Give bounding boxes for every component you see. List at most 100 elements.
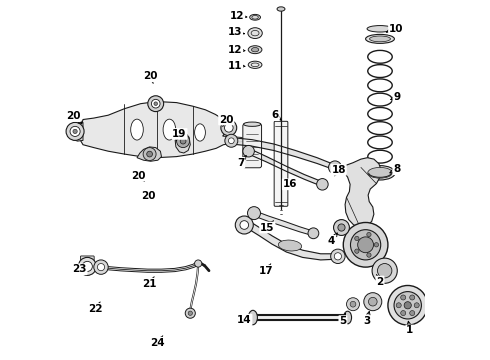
Circle shape (334, 220, 349, 235)
Text: 20: 20 (66, 111, 82, 123)
Circle shape (334, 253, 342, 260)
Text: 20: 20 (131, 171, 146, 181)
Circle shape (332, 165, 338, 170)
Circle shape (401, 311, 406, 316)
Polygon shape (254, 211, 314, 236)
Circle shape (410, 295, 415, 300)
Circle shape (372, 258, 397, 283)
FancyBboxPatch shape (80, 256, 94, 263)
Circle shape (228, 138, 234, 144)
Circle shape (350, 301, 356, 307)
Ellipse shape (278, 240, 302, 251)
Circle shape (355, 249, 359, 253)
Circle shape (404, 302, 411, 309)
Ellipse shape (195, 124, 205, 141)
Circle shape (338, 224, 345, 231)
Circle shape (394, 292, 421, 319)
Polygon shape (248, 148, 322, 186)
Polygon shape (231, 138, 335, 170)
Text: 14: 14 (237, 315, 251, 325)
FancyBboxPatch shape (274, 121, 288, 206)
Text: 12: 12 (230, 11, 247, 21)
Text: 21: 21 (143, 277, 157, 289)
Text: 17: 17 (259, 264, 273, 276)
Circle shape (78, 257, 97, 275)
Ellipse shape (366, 35, 394, 44)
Circle shape (364, 293, 382, 311)
Text: 5: 5 (339, 314, 346, 326)
Text: 6: 6 (271, 110, 281, 120)
Circle shape (188, 311, 193, 315)
Circle shape (240, 221, 248, 229)
Circle shape (377, 264, 392, 278)
Circle shape (148, 96, 164, 112)
Circle shape (195, 260, 202, 267)
Polygon shape (343, 158, 381, 228)
Text: 15: 15 (260, 221, 274, 233)
Circle shape (225, 134, 238, 147)
Circle shape (343, 222, 388, 267)
Text: 11: 11 (228, 60, 245, 71)
Circle shape (401, 295, 406, 300)
Text: 7: 7 (237, 156, 246, 168)
Text: 2: 2 (376, 274, 384, 287)
Circle shape (414, 303, 419, 308)
Ellipse shape (277, 7, 285, 11)
Ellipse shape (369, 36, 391, 42)
Ellipse shape (244, 122, 261, 126)
Circle shape (98, 264, 104, 271)
Polygon shape (175, 131, 190, 153)
Circle shape (410, 311, 415, 316)
Circle shape (368, 297, 377, 306)
Ellipse shape (343, 311, 351, 324)
Circle shape (235, 216, 253, 234)
Ellipse shape (131, 119, 143, 140)
Ellipse shape (368, 167, 392, 178)
Text: 3: 3 (363, 311, 370, 326)
Text: 16: 16 (283, 179, 297, 189)
Circle shape (221, 120, 237, 136)
Circle shape (70, 126, 80, 136)
Circle shape (317, 179, 328, 190)
Polygon shape (79, 102, 248, 158)
Circle shape (358, 237, 373, 253)
Text: 20: 20 (141, 191, 156, 201)
Circle shape (82, 261, 92, 271)
Text: 8: 8 (390, 164, 400, 174)
Text: 23: 23 (72, 264, 87, 274)
Text: 12: 12 (228, 45, 245, 55)
Circle shape (367, 253, 371, 257)
Polygon shape (69, 122, 83, 141)
Ellipse shape (248, 46, 262, 54)
Polygon shape (248, 220, 337, 260)
Circle shape (350, 230, 381, 260)
Ellipse shape (163, 119, 176, 140)
Text: 19: 19 (172, 129, 187, 141)
Text: 10: 10 (386, 24, 403, 34)
Circle shape (143, 148, 156, 161)
Circle shape (247, 207, 261, 220)
Circle shape (308, 228, 319, 239)
Circle shape (396, 303, 401, 308)
Circle shape (346, 298, 360, 311)
Text: 13: 13 (228, 27, 245, 37)
Circle shape (388, 285, 427, 325)
Circle shape (224, 123, 233, 132)
Ellipse shape (248, 28, 262, 39)
Circle shape (151, 99, 160, 108)
Text: 20: 20 (219, 114, 234, 127)
Text: 4: 4 (328, 233, 337, 246)
Circle shape (66, 122, 84, 140)
Text: 20: 20 (144, 71, 158, 84)
Polygon shape (253, 315, 347, 320)
Circle shape (73, 129, 77, 134)
Circle shape (328, 161, 342, 174)
FancyBboxPatch shape (243, 124, 262, 168)
Text: 24: 24 (150, 336, 165, 348)
Circle shape (331, 249, 345, 264)
Text: 22: 22 (88, 302, 103, 314)
Circle shape (154, 102, 157, 105)
Text: 1: 1 (406, 321, 414, 336)
Text: 18: 18 (331, 165, 346, 176)
Ellipse shape (250, 14, 261, 20)
